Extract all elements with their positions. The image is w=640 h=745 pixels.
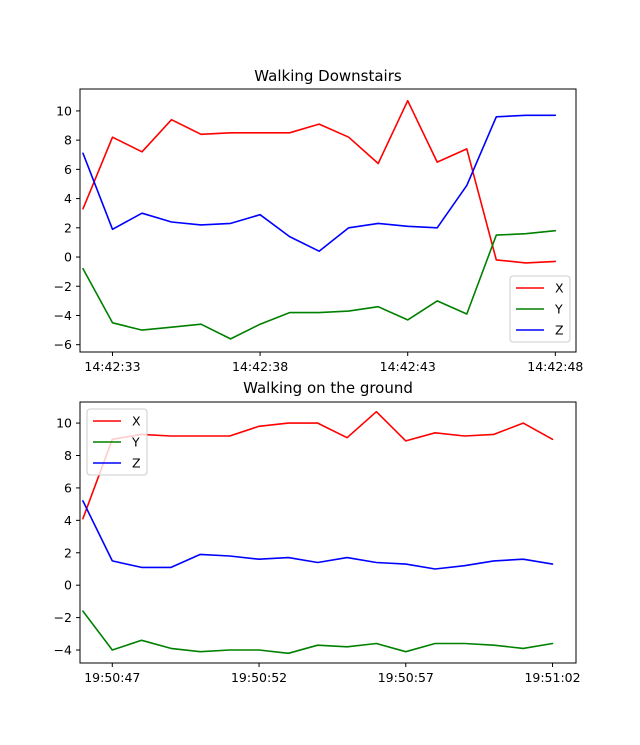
x-tick-label: 14:42:48 <box>527 359 583 374</box>
y-tick-label: 10 <box>56 416 72 431</box>
x-tick-label: 14:42:43 <box>380 359 436 374</box>
y-tick-label: −2 <box>54 610 72 625</box>
x-tick-label: 14:42:33 <box>84 359 140 374</box>
y-axis: −4 −2 0 2 4 6 8 10 <box>54 416 80 658</box>
y-tick-label: 4 <box>64 191 72 206</box>
series-line-z <box>82 500 554 570</box>
y-axis: −6 −4 −2 0 2 4 6 8 10 <box>54 103 80 352</box>
chart-title: Walking Downstairs <box>254 67 402 85</box>
y-tick-label: −4 <box>54 308 72 323</box>
y-tick-label: 10 <box>56 103 72 118</box>
y-tick-label: 8 <box>64 448 72 463</box>
legend-label-x: X <box>555 281 564 296</box>
y-tick-label: −2 <box>54 279 72 294</box>
axes-frame <box>79 88 577 353</box>
x-axis: 14:42:33 14:42:38 14:42:43 14:42:48 <box>84 352 583 374</box>
legend-label-y: Y <box>131 435 140 450</box>
x-tick-label: 19:50:52 <box>231 670 287 685</box>
y-tick-label: 8 <box>64 133 72 148</box>
legend: XYZ <box>509 275 571 343</box>
y-tick-label: −4 <box>54 643 72 658</box>
legend-label-y: Y <box>554 302 563 317</box>
series-line-x <box>82 99 557 264</box>
legend-label-z: Z <box>555 323 564 338</box>
x-axis: 19:50:47 19:50:52 19:50:57 19:51:02 <box>84 663 581 685</box>
y-tick-label: 4 <box>64 513 72 528</box>
plot-area <box>82 410 554 655</box>
legend-label-z: Z <box>132 456 141 471</box>
legend: XYZ <box>86 408 148 476</box>
axes-frame <box>79 401 577 664</box>
series-line-y <box>82 229 557 340</box>
x-tick-label: 14:42:38 <box>232 359 288 374</box>
chart-title: Walking on the ground <box>243 379 413 397</box>
y-tick-label: 6 <box>64 162 72 177</box>
legend-label-x: X <box>132 414 141 429</box>
y-tick-label: 2 <box>64 220 72 235</box>
y-tick-label: 0 <box>64 578 72 593</box>
x-tick-label: 19:50:57 <box>378 670 434 685</box>
y-tick-label: 2 <box>64 545 72 560</box>
chart-walking-on-ground: Walking on the ground 19:50:47 19:50:52 19… <box>54 379 581 685</box>
y-tick-label: −6 <box>54 337 72 352</box>
plot-area <box>82 99 557 340</box>
x-tick-label: 19:50:47 <box>84 670 140 685</box>
y-tick-label: 0 <box>64 250 72 265</box>
series-line-x <box>82 410 554 520</box>
x-tick-label: 19:51:02 <box>524 670 580 685</box>
chart-walking-downstairs: Walking Downstairs 14:42:33 14:42:38 14:42… <box>54 67 584 374</box>
series-line-y <box>82 610 554 655</box>
y-tick-label: 6 <box>64 480 72 495</box>
series-line-z <box>82 114 557 252</box>
